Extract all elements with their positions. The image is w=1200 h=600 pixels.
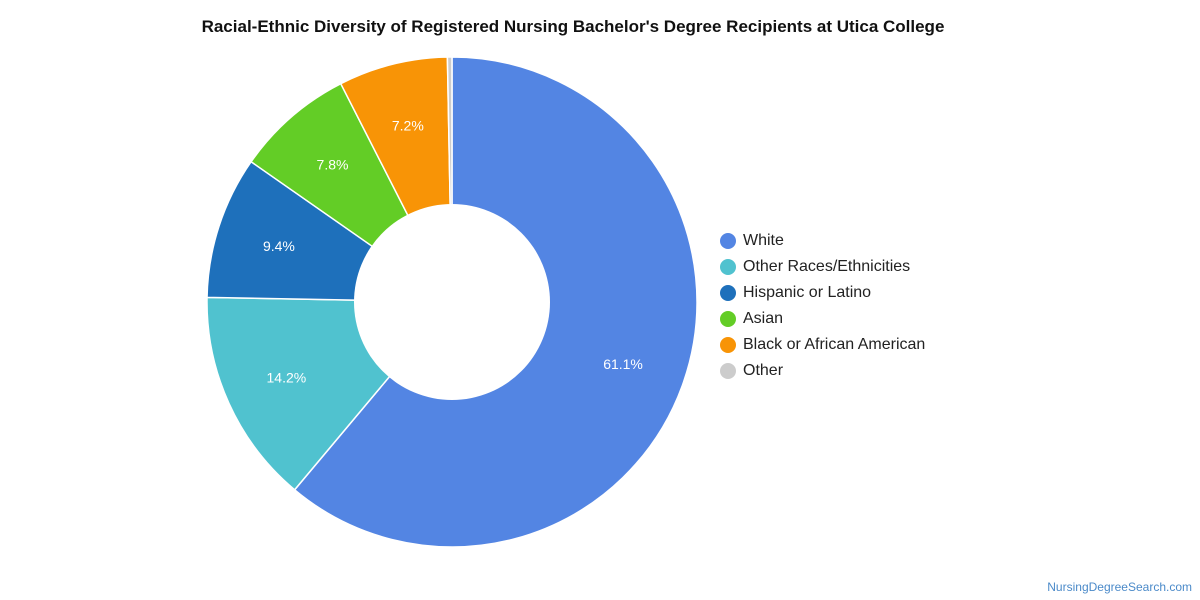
legend-label: Hispanic or Latino	[743, 284, 872, 301]
donut-hole	[354, 204, 550, 400]
legend-label: White	[743, 232, 784, 249]
legend-item[interactable]: Hispanic or Latino	[720, 280, 925, 306]
slice-label: 61.1%	[603, 356, 643, 372]
legend-item[interactable]: Other Races/Ethnicities	[720, 254, 925, 280]
legend: White Other Races/Ethnicities Hispanic or …	[720, 228, 925, 384]
legend-item[interactable]: Black or African American	[720, 332, 925, 358]
source-credit[interactable]: NursingDegreeSearch.com	[1047, 580, 1192, 594]
legend-item[interactable]: Other	[720, 358, 925, 384]
legend-swatch	[720, 337, 736, 353]
legend-label: Other	[743, 362, 784, 379]
legend-label: Other Races/Ethnicities	[743, 258, 911, 275]
legend-label: Black or African American	[743, 336, 926, 353]
slice-labels-group: 61.1% 14.2% 9.4% 7.8% 7.2%	[263, 117, 643, 385]
legend-swatch	[720, 285, 736, 301]
slice-label: 9.4%	[263, 238, 295, 254]
legend-item[interactable]: White	[720, 228, 925, 254]
legend-label: Asian	[743, 310, 784, 327]
legend-swatch	[720, 259, 736, 275]
legend-swatch	[720, 363, 736, 379]
slice-label: 7.8%	[317, 157, 349, 173]
slice-label: 14.2%	[267, 369, 307, 385]
legend-item[interactable]: Asian	[720, 306, 925, 332]
chart-title: Racial-Ethnic Diversity of Registered Nu…	[201, 17, 945, 36]
legend-swatch	[720, 233, 736, 249]
slice-label: 7.2%	[392, 117, 424, 133]
legend-swatch	[720, 311, 736, 327]
